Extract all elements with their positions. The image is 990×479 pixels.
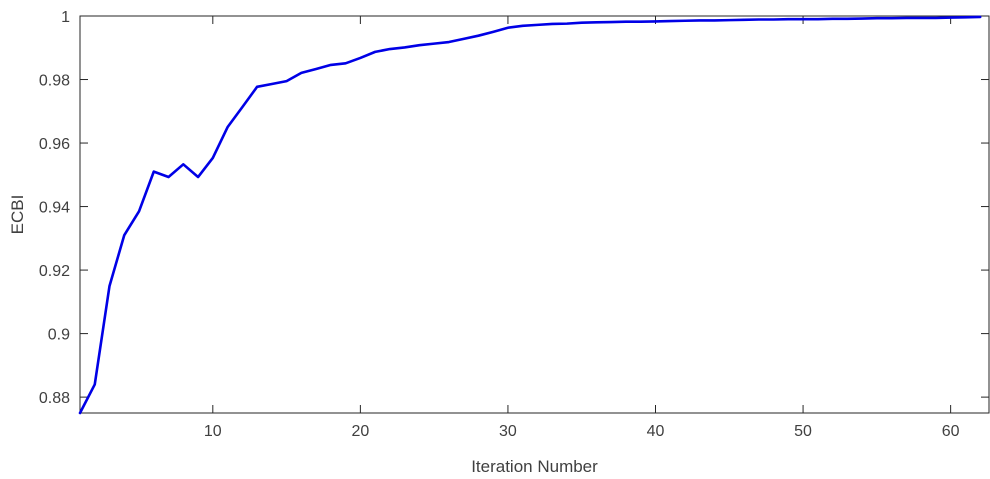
x-tick-label: 10 xyxy=(204,423,222,440)
x-tick-label: 20 xyxy=(351,423,369,440)
x-tick-label: 30 xyxy=(499,423,517,440)
y-tick-label: 0.88 xyxy=(39,390,70,407)
y-tick-label: 0.94 xyxy=(39,200,70,217)
plot-area xyxy=(79,15,990,414)
y-axis-label: ECBI xyxy=(8,195,27,235)
y-tick-label: 0.96 xyxy=(39,136,70,153)
series-layer xyxy=(78,15,982,415)
x-axis-label: Iteration Number xyxy=(471,457,598,476)
y-tick-label: 0.9 xyxy=(48,327,70,344)
x-tick-labels: 10 20 30 40 50 60 xyxy=(204,423,960,440)
x-tick-label: 60 xyxy=(942,423,960,440)
axis-ticks xyxy=(80,15,989,413)
plot-frame xyxy=(79,15,990,414)
y-tick-labels: 0.88 0.9 0.92 0.94 0.96 0.98 1 xyxy=(39,9,70,407)
y-tick-label: 0.98 xyxy=(39,73,70,90)
y-tick-label: 0.92 xyxy=(39,263,70,280)
series-line-1 xyxy=(78,15,982,415)
y-tick-label: 1 xyxy=(61,9,70,26)
x-tick-label: 40 xyxy=(647,423,665,440)
x-tick-label: 50 xyxy=(794,423,812,440)
